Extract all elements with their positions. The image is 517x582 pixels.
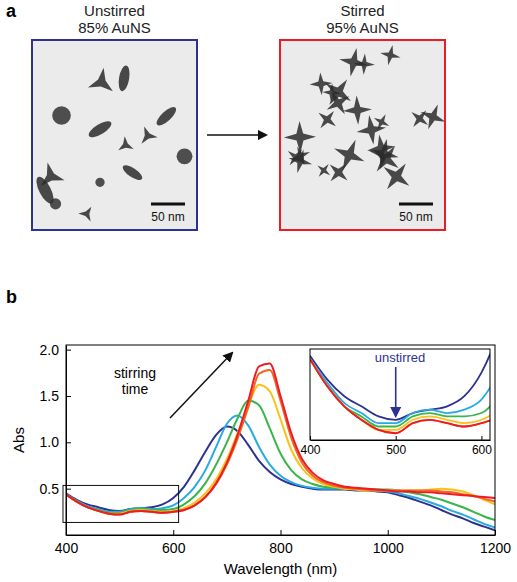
x-tick: 1000 <box>373 530 404 556</box>
particle <box>343 96 372 125</box>
inset-x-tick-mark <box>396 436 397 440</box>
particles <box>284 45 445 189</box>
inset-spectrum-line <box>310 349 490 433</box>
y-tick-mark <box>66 489 71 490</box>
inset-x-tick-label: 600 <box>472 443 492 457</box>
particle <box>33 174 57 206</box>
x-tick: 800 <box>269 530 293 556</box>
particle <box>284 121 316 153</box>
particle <box>88 68 113 91</box>
particle <box>117 65 131 92</box>
particle <box>374 114 390 130</box>
particle <box>367 134 395 162</box>
inset-ground <box>309 348 491 463</box>
x-axis-title: Wavelength (nm) <box>224 560 338 577</box>
figure: a Unstirred85% AuNS 50 nm Stirred95% AuNS 50… <box>0 0 517 582</box>
particle <box>384 164 410 190</box>
figure-svg: a Unstirred85% AuNS 50 nm Stirred95% AuNS 50… <box>0 0 517 582</box>
x-tick-label: 600 <box>162 540 186 556</box>
inset-annotation-arrow <box>395 367 397 416</box>
inset-spectrum-line <box>310 349 490 430</box>
inset-x-tick-mark <box>481 436 482 440</box>
scale-bar-label: 50 nm <box>399 210 432 224</box>
particle <box>354 54 375 75</box>
x-tick: 1200 <box>480 530 511 556</box>
image-subtitle: 85% AuNS <box>78 19 151 36</box>
x-tick-label: 1000 <box>373 540 404 556</box>
image-frame <box>32 40 197 230</box>
annotation: stirringtime <box>114 365 156 397</box>
image-subtitle: 95% AuNS <box>326 19 399 36</box>
image-title: Unstirred <box>84 2 145 19</box>
annotation-arrow <box>170 353 232 418</box>
image-ground <box>280 40 445 230</box>
particle <box>334 140 364 170</box>
x-tick-mark <box>281 530 282 535</box>
scale-bar <box>151 203 185 206</box>
particle <box>142 127 158 144</box>
x-tick-mark <box>173 530 174 535</box>
plot-frame <box>66 345 495 535</box>
particle <box>118 136 133 150</box>
y-tick-mark <box>66 442 71 443</box>
inset-x-tick-label: 400 <box>300 443 320 457</box>
particle <box>317 164 330 177</box>
particle <box>411 110 428 127</box>
particle <box>121 163 145 183</box>
particle <box>86 118 113 140</box>
y-axis-title: Abs <box>10 427 27 453</box>
particle <box>289 150 312 173</box>
particle <box>154 104 179 128</box>
y-tick-label: 0.5 <box>40 481 60 497</box>
particle <box>322 84 341 103</box>
inset-spectrum-line <box>310 349 490 433</box>
inset-lines <box>310 349 490 440</box>
inset-region <box>63 485 179 522</box>
x-tick-label: 800 <box>269 540 293 556</box>
y-tick-mark <box>66 350 71 351</box>
panel-label: a <box>6 1 17 21</box>
x-tick-label: 1200 <box>480 540 511 556</box>
annotation-line: time <box>122 381 149 397</box>
x-axis: 400 600 800 1000 1200 <box>55 530 511 556</box>
particle <box>421 105 445 130</box>
inset-x-tick-label: 500 <box>386 443 406 457</box>
inset-x-tick: 500 <box>386 436 406 457</box>
particle <box>78 207 91 222</box>
inset-annotation: unstirred <box>375 350 426 365</box>
image-ground <box>32 40 197 230</box>
annotation-line: stirring <box>114 365 156 381</box>
image-panel: Stirred95% AuNS 50 nm <box>280 2 445 230</box>
image-frame <box>280 40 445 230</box>
scale-bar-label: 50 nm <box>151 210 184 224</box>
inset-x-tick: 600 <box>472 436 492 457</box>
inset-x-axis: 400 500 600 <box>300 436 492 457</box>
particle <box>95 178 104 187</box>
x-tick: 600 <box>162 530 186 556</box>
particles <box>33 65 192 222</box>
inset-frame <box>310 349 490 440</box>
particle <box>177 148 193 164</box>
particle <box>319 111 336 128</box>
panel-label: b <box>6 287 17 307</box>
image-title: Stirred <box>340 2 384 19</box>
particle <box>380 45 400 65</box>
particle <box>330 164 348 182</box>
y-tick-label: 1.5 <box>40 388 60 404</box>
y-tick-mark <box>66 396 71 397</box>
inset-x-tick: 400 <box>300 436 320 457</box>
x-tick-label: 400 <box>55 540 79 556</box>
y-tick-label: 2.0 <box>40 342 60 358</box>
x-tick-mark <box>388 530 389 535</box>
y-tick-label: 1.0 <box>40 434 60 450</box>
scale-bar <box>399 203 433 206</box>
transition-arrow <box>207 134 266 136</box>
particle <box>52 106 71 125</box>
image-panel: Unstirred85% AuNS 50 nm <box>32 2 197 230</box>
